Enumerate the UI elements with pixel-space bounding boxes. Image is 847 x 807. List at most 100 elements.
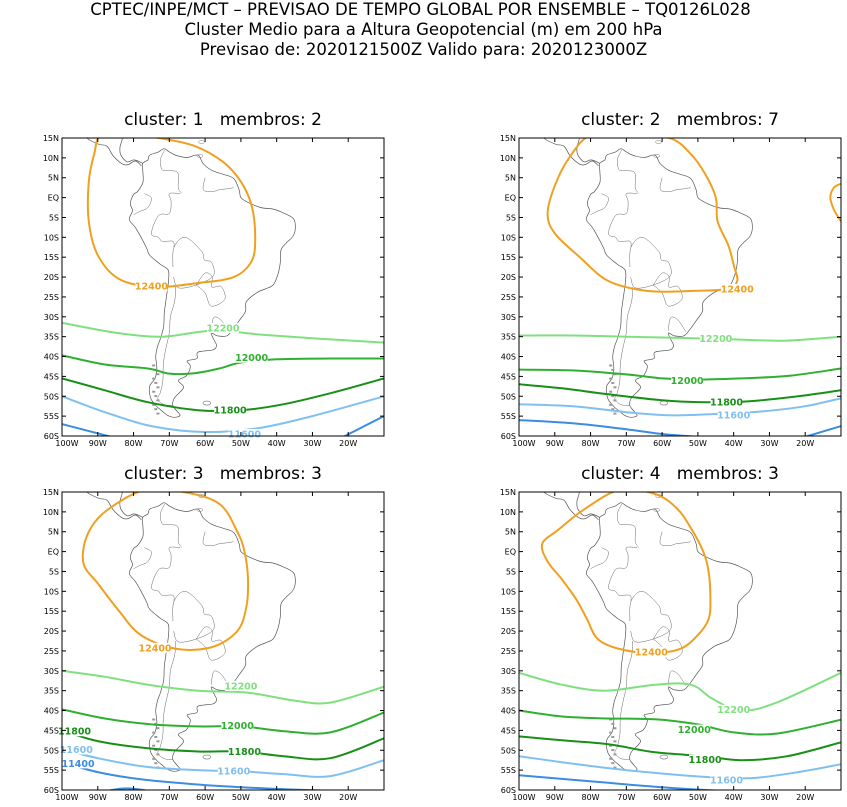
lon-tick-label: 100W	[512, 439, 535, 448]
island	[611, 368, 615, 371]
island	[609, 744, 613, 747]
lat-tick-label: 15N	[43, 134, 59, 143]
lat-tick-label: 40S	[44, 353, 59, 362]
contour-11600	[519, 755, 841, 780]
lon-tick-label: 30W	[760, 793, 778, 802]
island	[611, 408, 615, 411]
contour-label: 12200	[206, 323, 239, 334]
lat-tick-label: 25S	[501, 293, 516, 302]
contour-12400	[81, 492, 250, 651]
contour-label: 11800	[710, 398, 743, 409]
contour-label-background	[135, 281, 168, 292]
lat-tick-label: 20S	[44, 627, 59, 636]
contour-label-background	[689, 754, 722, 765]
contour-11400	[62, 761, 331, 790]
lat-tick-label: 5S	[49, 567, 59, 576]
coastline-central-america	[119, 492, 144, 518]
island	[609, 390, 613, 393]
falkland-islands	[659, 754, 669, 760]
contour-11400	[342, 415, 384, 436]
contour-12400	[86, 138, 257, 289]
contour-label: 11600	[710, 776, 743, 787]
contour-label-background	[717, 409, 750, 420]
falkland-islands	[202, 754, 212, 760]
contour-11400	[106, 787, 151, 790]
lat-tick-label: 55S	[501, 412, 516, 421]
lat-tick-label: 45S	[44, 372, 59, 381]
island	[613, 412, 617, 415]
lat-tick-label: 60S	[44, 786, 59, 795]
coastline-central-america	[543, 492, 599, 521]
lat-tick-label: 5S	[506, 567, 516, 576]
lon-tick-label: 40W	[268, 439, 286, 448]
island	[609, 364, 613, 367]
lat-tick-label: 15N	[500, 134, 516, 143]
lon-tick-label: 100W	[512, 793, 535, 802]
island	[156, 399, 160, 402]
country-border	[133, 193, 152, 215]
island	[613, 766, 617, 769]
contour-label-background	[58, 726, 91, 737]
lon-tick-label: 80W	[125, 439, 143, 448]
country-border	[210, 670, 229, 686]
falkland-islands	[202, 400, 212, 406]
contour-label: 12000	[671, 376, 704, 387]
island	[152, 377, 156, 380]
island	[611, 722, 615, 725]
lat-tick-label: 25S	[44, 293, 59, 302]
lat-tick-label: 35S	[44, 687, 59, 696]
island	[613, 753, 617, 756]
map-cluster-3: 12400 12200 12000 11800 11800 11600 11600 11400…	[43, 488, 385, 802]
lon-tick-label: 80W	[582, 439, 600, 448]
lon-tick-label: 80W	[125, 793, 143, 802]
lon-tick-label: 70W	[617, 439, 635, 448]
map-frame	[518, 137, 842, 437]
map-frame	[61, 137, 385, 437]
island	[152, 744, 156, 747]
lat-tick-label: 10N	[43, 508, 59, 517]
lat-tick-label: 35S	[44, 333, 59, 342]
lon-tick-label: 50W	[232, 793, 250, 802]
country-border	[659, 177, 691, 192]
lat-tick-label: 50S	[44, 392, 59, 401]
lat-tick-label: 15S	[501, 253, 516, 262]
contour-label: 11800	[689, 755, 722, 766]
country-border	[157, 286, 177, 406]
island	[611, 762, 615, 765]
lat-tick-label: 10S	[44, 233, 59, 242]
lat-tick-label: EQ	[505, 548, 516, 557]
island	[613, 740, 617, 743]
lat-tick-label: 15S	[44, 607, 59, 616]
island	[609, 731, 613, 734]
lat-tick-label: 55S	[501, 766, 516, 775]
lat-tick-label: 5S	[506, 213, 516, 222]
contour-label: 11600	[717, 410, 750, 421]
lat-tick-label: 10S	[501, 233, 516, 242]
contour-label-background	[228, 746, 261, 757]
lat-tick-label: 30S	[44, 313, 59, 322]
lat-tick-label: 10N	[500, 154, 516, 163]
lon-tick-label: 50W	[689, 793, 707, 802]
island	[156, 412, 160, 415]
island	[152, 403, 156, 406]
lat-tick-label: 15S	[501, 607, 516, 616]
contour-11400	[519, 419, 698, 436]
lat-tick-label: 45S	[44, 726, 59, 735]
contour-label-background	[710, 775, 743, 786]
lon-tick-label: 70W	[617, 793, 635, 802]
lon-tick-label: 20W	[339, 439, 357, 448]
contour-label-background	[60, 744, 93, 755]
island	[156, 740, 160, 743]
lat-tick-label: 30S	[501, 313, 516, 322]
island	[611, 735, 615, 738]
contour-label-background	[635, 647, 668, 658]
contour-label-background	[62, 758, 95, 769]
lon-tick-label: 20W	[796, 793, 814, 802]
country-border	[157, 640, 177, 760]
island	[154, 395, 158, 398]
lon-tick-label: 40W	[725, 439, 743, 448]
map-cluster-1: 12400 12200 12000 11800 11600 15N 10N 5N EQ 5S 10S…	[43, 134, 385, 448]
lat-tick-label: 35S	[501, 687, 516, 696]
contour-12200	[519, 671, 841, 712]
